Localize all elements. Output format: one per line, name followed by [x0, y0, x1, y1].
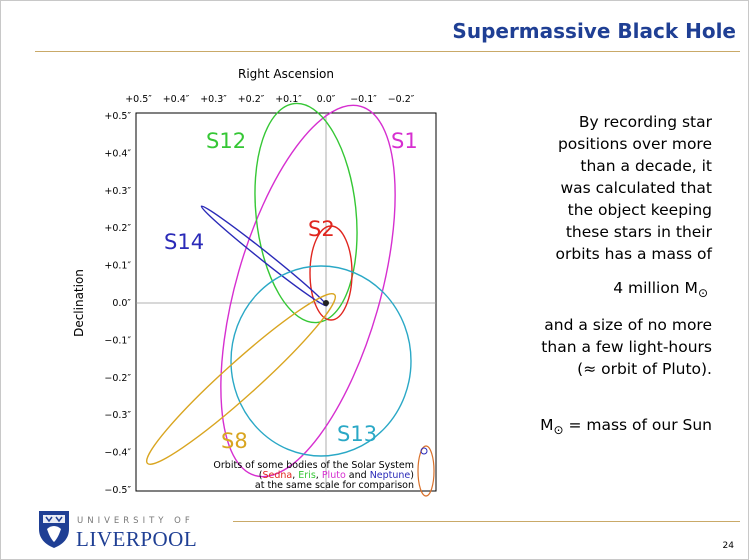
legend-part: ) [410, 470, 414, 481]
x-tick-label: +0.4″ [163, 94, 190, 105]
x-tick-label: −0.1″ [350, 94, 377, 105]
definition-line: M⊙ = mass of our Sun [481, 414, 712, 441]
x-tick-label: +0.5″ [125, 94, 152, 105]
text-line: the object keeping [567, 201, 712, 219]
text-column: By recording star positions over more than… [481, 111, 712, 441]
orbit-s13 [230, 265, 412, 457]
plot-frame [135, 112, 437, 492]
mass-line: 4 million M⊙ [481, 277, 708, 304]
text-line: and a size of no more [544, 316, 712, 335]
legend-part: Neptune [370, 470, 411, 481]
x-tick-label: +0.1″ [275, 94, 302, 105]
paragraph: By recording star positions over more than… [481, 111, 712, 265]
y-tick-label: +0.3″ [104, 186, 131, 197]
sun-symbol: ⊙ [697, 286, 708, 301]
y-tick-label: +0.2″ [104, 223, 131, 234]
footer-rule [233, 521, 740, 522]
text-line: By recording star [578, 113, 712, 131]
black-hole [323, 300, 329, 306]
orbit-label: S14 [164, 230, 204, 254]
orbit-s12 [254, 102, 358, 324]
y-tick-label: +0.4″ [104, 148, 131, 159]
legend-line: (Sedna, Eris, Pluto and Neptune) [259, 470, 414, 481]
x-tick-label: 0.0″ [317, 94, 336, 105]
x-tick-label: +0.2″ [238, 94, 265, 105]
orbit-label: S2 [308, 217, 335, 241]
x-tick-label: +0.3″ [200, 94, 227, 105]
x-tick-label: −0.2″ [388, 94, 415, 105]
text-line: (≈ orbit of Pluto). [577, 360, 712, 379]
y-axis-label: Declination [72, 269, 86, 337]
text: M [540, 416, 554, 435]
y-tick-label: 0.0″ [112, 298, 131, 309]
x-axis-label: Right Ascension [238, 67, 334, 81]
solar-system-orbit [417, 445, 435, 497]
legend-part: and [346, 470, 370, 481]
legend-part: , [292, 470, 298, 481]
orbit-label: S1 [391, 129, 418, 153]
legend-part: , [316, 470, 322, 481]
y-tick-label: +0.1″ [104, 261, 131, 272]
orbit-label: S13 [337, 422, 377, 446]
legend-part: Pluto [322, 470, 346, 481]
text-line: these stars in their [565, 223, 712, 241]
legend-part: ( [259, 470, 263, 481]
text: = mass of our Sun [563, 416, 712, 435]
legend-part: Eris [298, 470, 316, 481]
y-tick-label: −0.4″ [104, 448, 131, 459]
text-line: orbits has a mass of [555, 245, 712, 263]
text-line: than a decade, it [580, 157, 712, 175]
orbit-label: S12 [206, 129, 246, 153]
legend-line: at the same scale for comparison [255, 480, 414, 491]
y-tick-label: −0.1″ [104, 335, 131, 346]
sun-symbol: ⊙ [553, 423, 564, 438]
text: 4 million M [613, 279, 698, 297]
title-rule [35, 51, 740, 52]
solar-system-orbit [420, 447, 428, 455]
text-line: positions over more [557, 135, 712, 153]
text-line: than a few light-hours [541, 338, 712, 357]
text-line: was calculated that [560, 179, 712, 197]
university-name: LIVERPOOL [76, 527, 198, 551]
orbit-s2 [309, 225, 353, 321]
legend-line: Orbits of some bodies of the Solar Syste… [213, 460, 414, 471]
orbit-figure: Right Ascension Declination +0.5″ +0.4″ +0… [72, 67, 437, 497]
paragraph: and a size of no more than a few light-ho… [481, 314, 712, 380]
university-of: UNIVERSITY OF [77, 516, 194, 526]
legend-part: Sedna [262, 470, 292, 481]
orbit-s1 [220, 104, 396, 478]
university-crest [39, 511, 69, 548]
page-number: 24 [722, 541, 734, 551]
y-tick-label: −0.5″ [104, 485, 131, 496]
y-tick-label: −0.3″ [104, 410, 131, 421]
y-tick-label: +0.5″ [104, 111, 131, 122]
y-tick-label: −0.2″ [104, 373, 131, 384]
orbit-s8 [145, 293, 337, 465]
slide-title: Supermassive Black Hole [452, 19, 736, 43]
orbit-label: S8 [221, 429, 248, 453]
